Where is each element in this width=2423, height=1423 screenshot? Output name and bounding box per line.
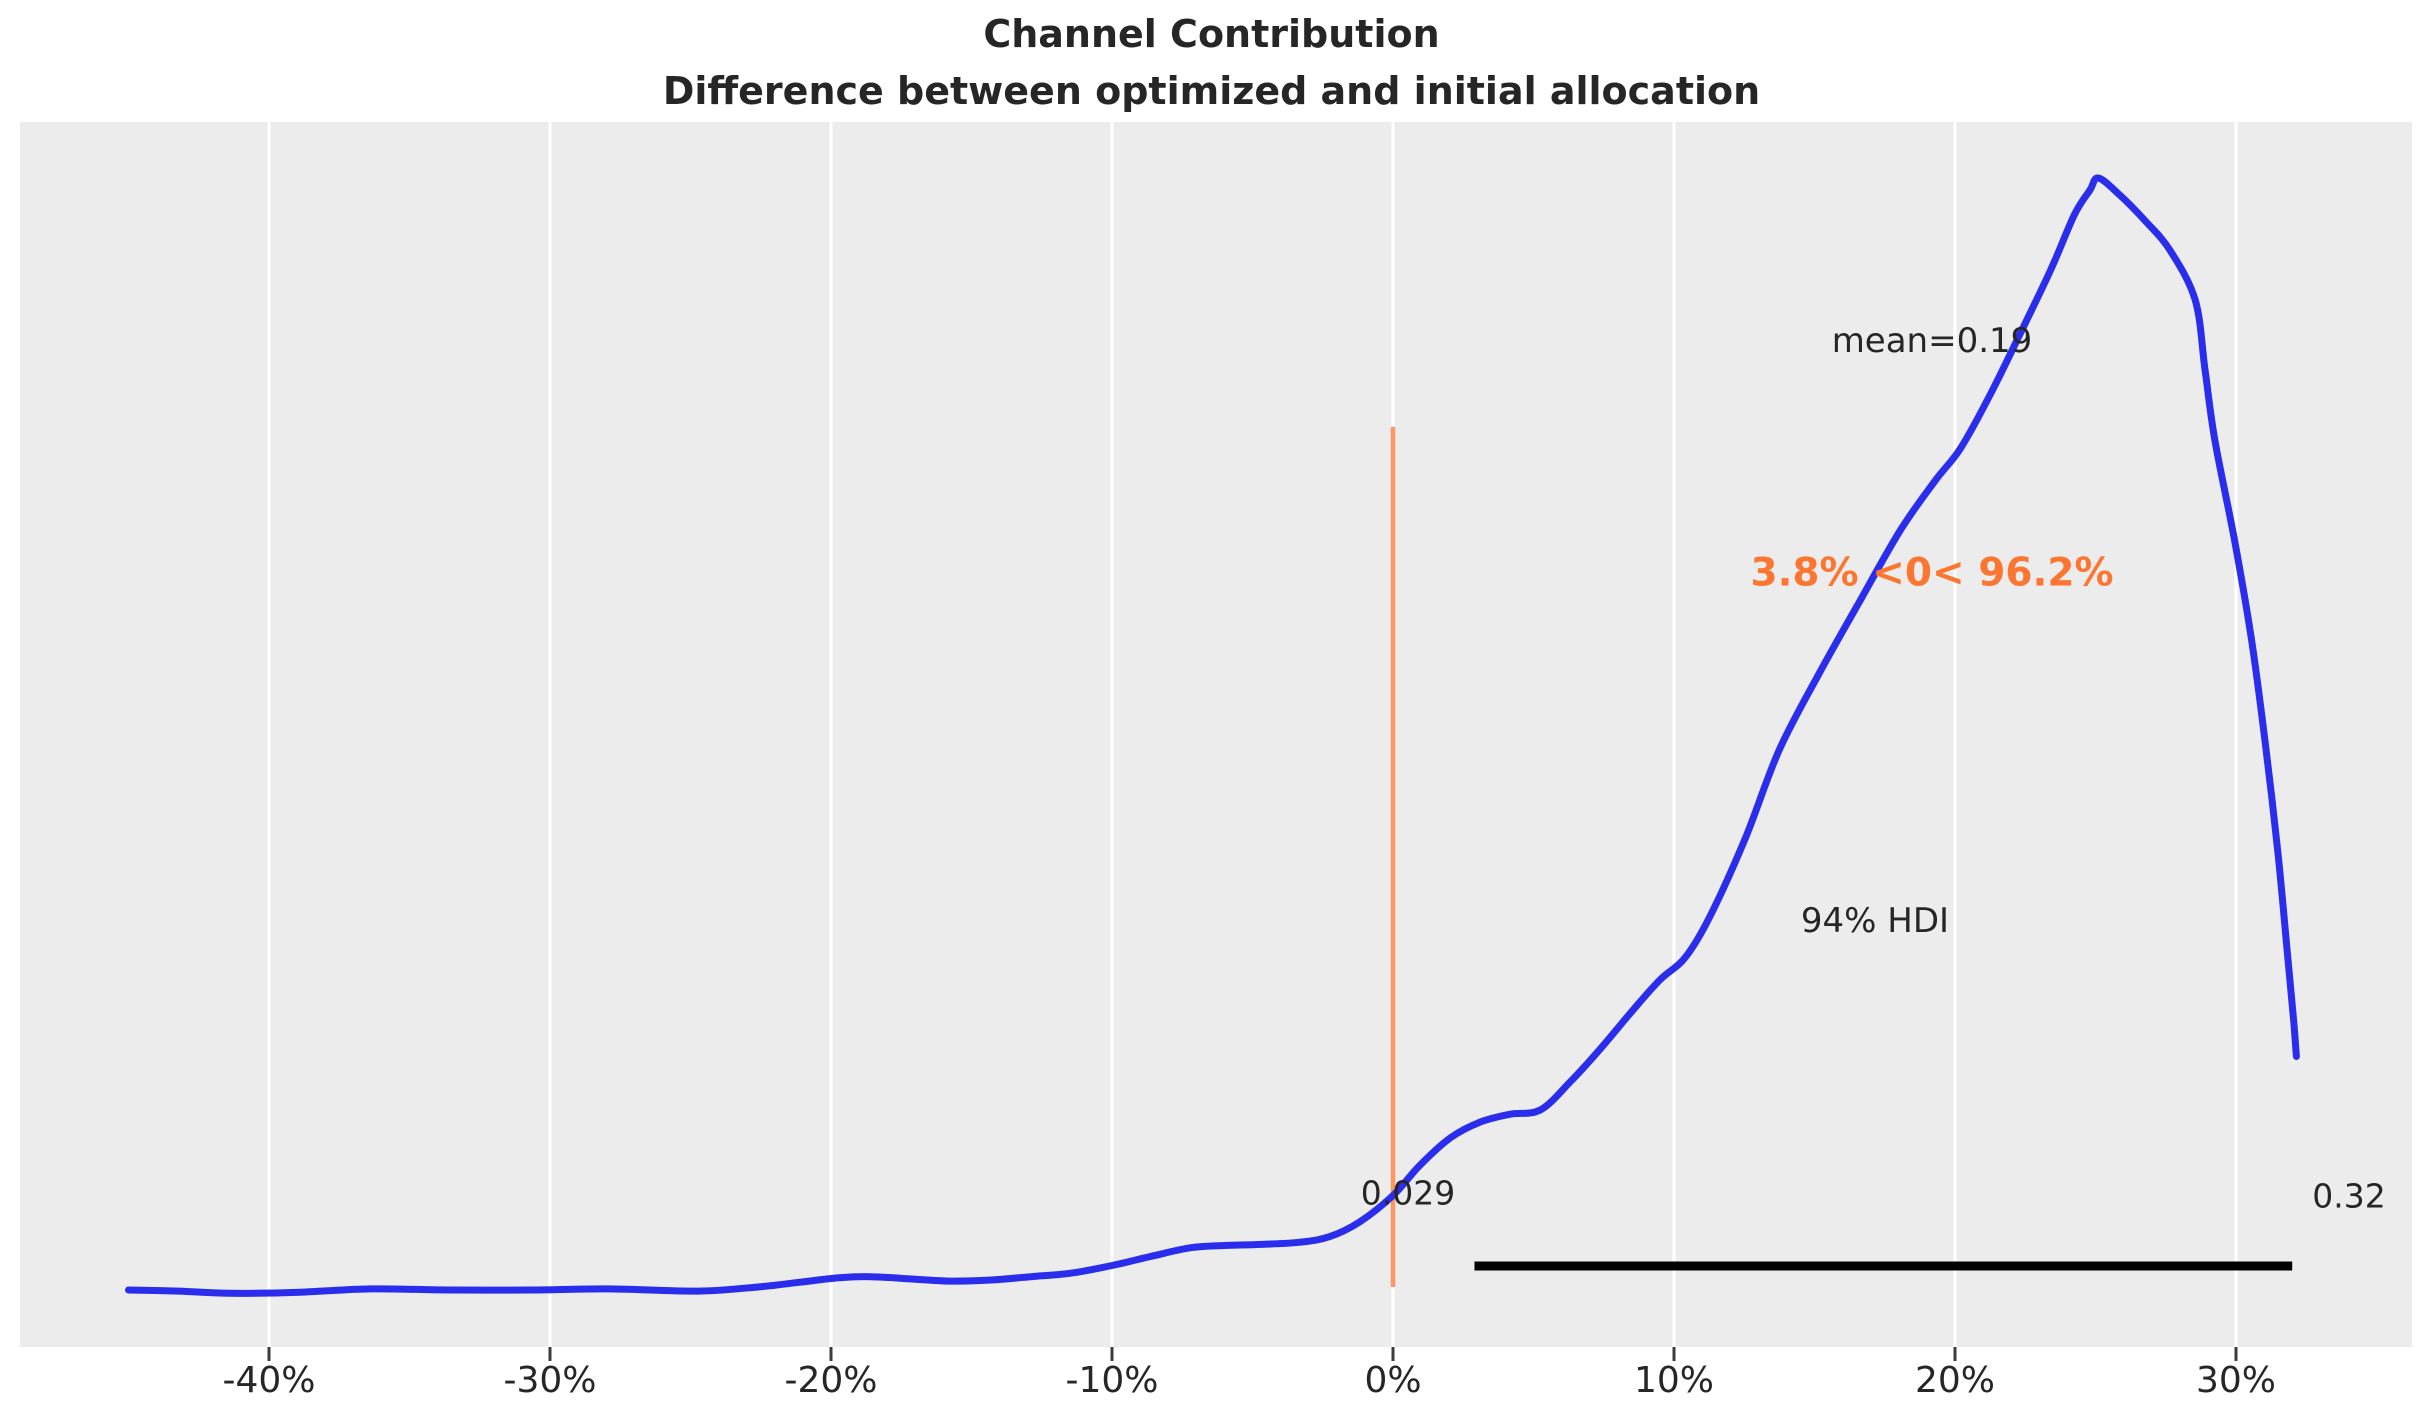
plot-area-background xyxy=(20,122,2412,1347)
x-axis-tick-marks xyxy=(267,1347,2238,1361)
kde-density-curve xyxy=(125,174,2300,1297)
